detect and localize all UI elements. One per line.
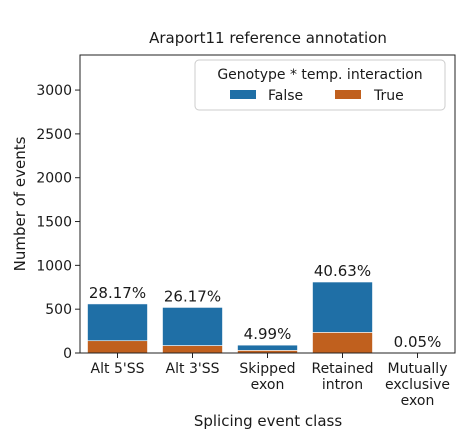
legend: Genotype * temp. interaction False True (195, 60, 445, 110)
y-tick-label: 3000 (36, 83, 72, 99)
bar-false-1 (163, 307, 223, 345)
y-axis-label: Number of events (11, 136, 29, 271)
y-tick-label: 1500 (36, 215, 72, 231)
legend-label-false: False (268, 88, 303, 104)
bar-annotation: 28.17% (89, 284, 146, 302)
bar-true-3 (313, 332, 373, 353)
bar-true-1 (163, 346, 223, 353)
legend-swatch-true (335, 90, 361, 99)
y-tick-label: 2000 (36, 171, 72, 187)
legend-label-true: True (373, 88, 404, 104)
bar-true-0 (88, 341, 148, 353)
bar-annotation: 26.17% (164, 287, 221, 305)
x-tick-label: Alt 5'SS (91, 361, 145, 377)
y-axis: 0 500 1000 1500 2000 2500 3000 (36, 83, 80, 362)
legend-title: Genotype * temp. interaction (217, 67, 422, 83)
bar-false-0 (88, 304, 148, 341)
bar-annotation: 40.63% (314, 262, 371, 280)
bar-annotation: 0.05% (394, 333, 442, 351)
y-tick-label: 1000 (36, 258, 72, 274)
bar-annotation: 4.99% (244, 325, 292, 343)
y-tick-label: 2500 (36, 127, 72, 143)
bar-false-3 (313, 282, 373, 332)
chart-title: Araport11 reference annotation (149, 29, 387, 47)
bar-false-2 (238, 345, 298, 350)
y-tick-label: 0 (63, 346, 72, 362)
legend-swatch-false (230, 90, 256, 99)
x-axis-label: Splicing event class (194, 412, 343, 430)
y-tick-label: 500 (45, 302, 72, 318)
x-tick-label: Alt 3'SS (166, 361, 220, 377)
